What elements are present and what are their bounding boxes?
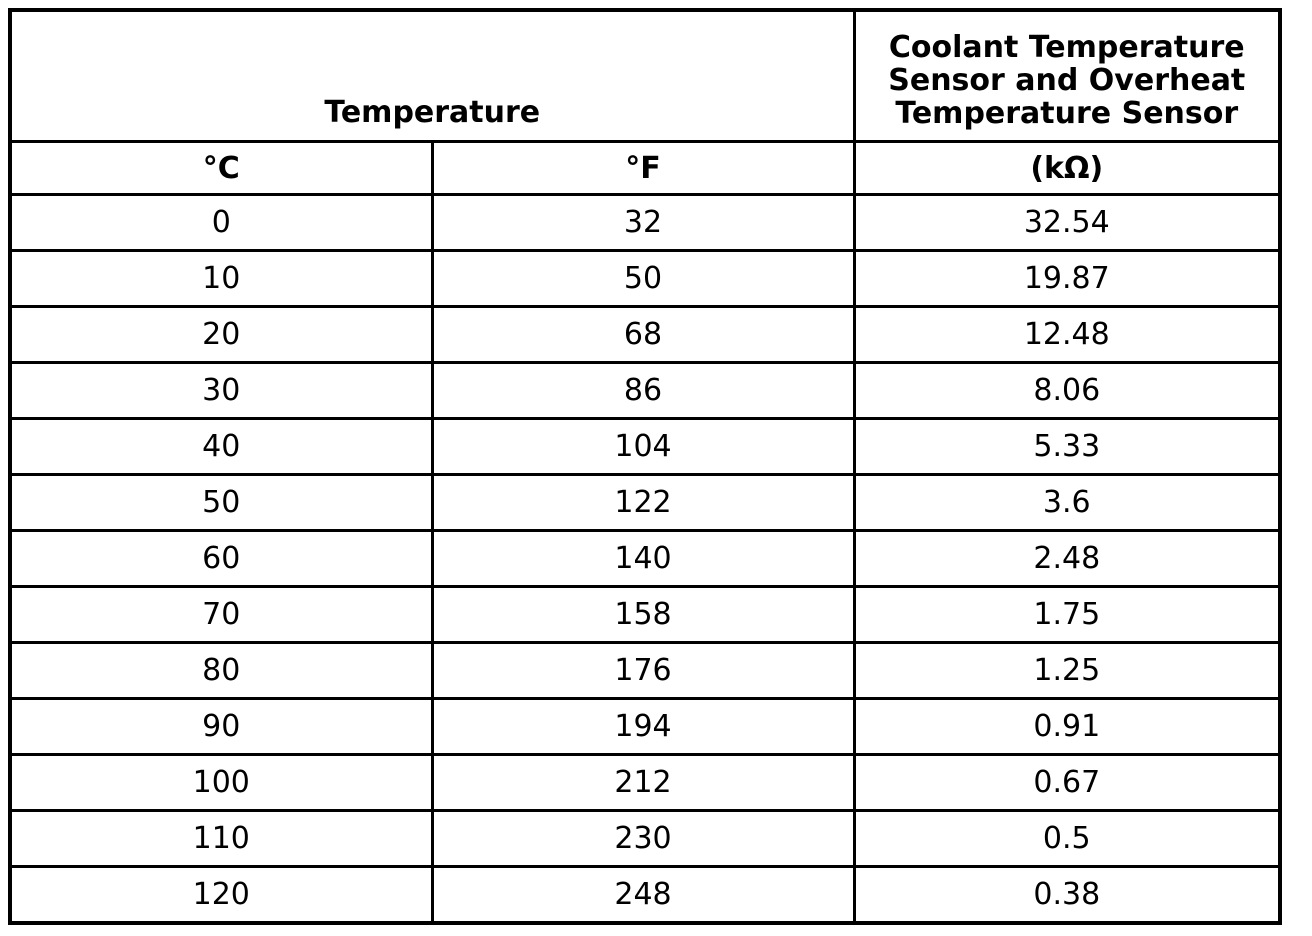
cell-fahrenheit: 212 xyxy=(430,753,856,812)
cell-celsius: 20 xyxy=(8,305,434,364)
cell-fahrenheit: 194 xyxy=(430,697,856,756)
cell-fahrenheit: 86 xyxy=(430,361,856,420)
cell-resistance: 1.75 xyxy=(852,585,1282,644)
header-resistance-unit: (kΩ) xyxy=(852,140,1282,196)
cell-resistance: 1.25 xyxy=(852,641,1282,700)
cell-celsius: 100 xyxy=(8,753,434,812)
cell-resistance: 0.5 xyxy=(852,809,1282,868)
table-row: 50 122 3.6 xyxy=(8,473,1282,532)
cell-resistance: 5.33 xyxy=(852,417,1282,476)
cell-fahrenheit: 50 xyxy=(430,249,856,308)
cell-celsius: 10 xyxy=(8,249,434,308)
table-row: 70 158 1.75 xyxy=(8,585,1282,644)
cell-resistance: 8.06 xyxy=(852,361,1282,420)
cell-fahrenheit: 176 xyxy=(430,641,856,700)
cell-celsius: 40 xyxy=(8,417,434,476)
cell-celsius: 120 xyxy=(8,865,434,925)
cell-resistance: 0.38 xyxy=(852,865,1282,925)
table-row: 100 212 0.67 xyxy=(8,753,1282,812)
cell-fahrenheit: 68 xyxy=(430,305,856,364)
cell-resistance: 32.54 xyxy=(852,193,1282,252)
cell-fahrenheit: 248 xyxy=(430,865,856,925)
table-row: 40 104 5.33 xyxy=(8,417,1282,476)
cell-resistance: 0.67 xyxy=(852,753,1282,812)
table-row: 60 140 2.48 xyxy=(8,529,1282,588)
table-row: 10 50 19.87 xyxy=(8,249,1282,308)
cell-celsius: 80 xyxy=(8,641,434,700)
cell-celsius: 90 xyxy=(8,697,434,756)
table-row: 20 68 12.48 xyxy=(8,305,1282,364)
header-celsius: °C xyxy=(8,140,434,196)
table-row: 0 32 32.54 xyxy=(8,193,1282,252)
cell-fahrenheit: 140 xyxy=(430,529,856,588)
cell-celsius: 50 xyxy=(8,473,434,532)
table-row: 90 194 0.91 xyxy=(8,697,1282,756)
cell-resistance: 2.48 xyxy=(852,529,1282,588)
cell-fahrenheit: 158 xyxy=(430,585,856,644)
cell-fahrenheit: 122 xyxy=(430,473,856,532)
table-row: 110 230 0.5 xyxy=(8,809,1282,868)
header-temperature-group: Temperature xyxy=(8,8,856,143)
cell-fahrenheit: 104 xyxy=(430,417,856,476)
cell-resistance: 12.48 xyxy=(852,305,1282,364)
table-row: 80 176 1.25 xyxy=(8,641,1282,700)
cell-resistance: 0.91 xyxy=(852,697,1282,756)
table-row: 120 248 0.38 xyxy=(8,865,1282,925)
header-fahrenheit: °F xyxy=(430,140,856,196)
table-unit-header-row: °C °F (kΩ) xyxy=(8,140,1282,196)
cell-celsius: 110 xyxy=(8,809,434,868)
cell-resistance: 19.87 xyxy=(852,249,1282,308)
table-group-header-row: Temperature Coolant Temperature Sensor a… xyxy=(8,8,1282,143)
temperature-resistance-table: Temperature Coolant Temperature Sensor a… xyxy=(8,8,1283,925)
cell-resistance: 3.6 xyxy=(852,473,1282,532)
cell-celsius: 30 xyxy=(8,361,434,420)
cell-celsius: 70 xyxy=(8,585,434,644)
header-sensor-title: Coolant Temperature Sensor and Overheat … xyxy=(852,8,1282,143)
cell-fahrenheit: 230 xyxy=(430,809,856,868)
table-row: 30 86 8.06 xyxy=(8,361,1282,420)
cell-celsius: 0 xyxy=(8,193,434,252)
cell-fahrenheit: 32 xyxy=(430,193,856,252)
cell-celsius: 60 xyxy=(8,529,434,588)
